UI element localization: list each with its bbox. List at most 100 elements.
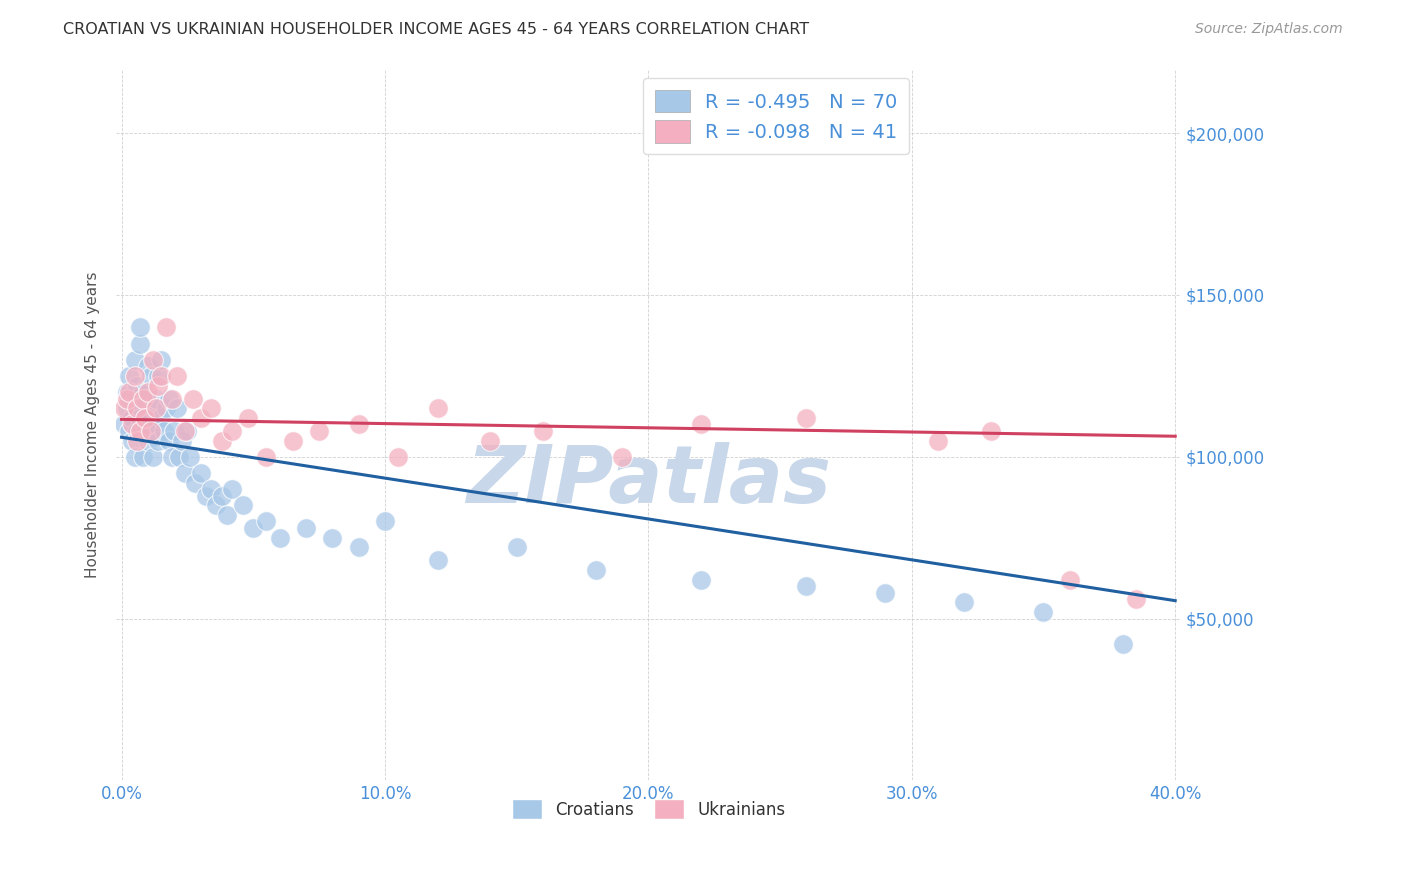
- Point: [129, 336, 152, 351]
- Point: [150, 352, 173, 367]
- Point: [124, 450, 146, 464]
- Point: [295, 521, 318, 535]
- Point: [157, 392, 180, 406]
- Point: [129, 320, 152, 334]
- Point: [269, 531, 291, 545]
- Point: [131, 450, 153, 464]
- Point: [145, 417, 167, 432]
- Point: [690, 573, 713, 587]
- Point: [374, 515, 396, 529]
- Point: [124, 392, 146, 406]
- Point: [166, 401, 188, 416]
- Point: [112, 401, 135, 416]
- Point: [115, 392, 138, 406]
- Point: [136, 359, 159, 374]
- Point: [115, 385, 138, 400]
- Point: [145, 401, 167, 416]
- Point: [254, 515, 277, 529]
- Point: [148, 368, 170, 383]
- Point: [157, 434, 180, 448]
- Point: [347, 541, 370, 555]
- Point: [236, 411, 259, 425]
- Point: [184, 475, 207, 490]
- Point: [169, 450, 191, 464]
- Point: [610, 450, 633, 464]
- Point: [1111, 637, 1133, 651]
- Y-axis label: Householder Income Ages 45 - 64 years: Householder Income Ages 45 - 64 years: [86, 271, 100, 578]
- Text: ZIPatlas: ZIPatlas: [465, 442, 831, 520]
- Point: [134, 411, 156, 425]
- Point: [796, 411, 818, 425]
- Point: [1032, 605, 1054, 619]
- Point: [136, 385, 159, 400]
- Point: [134, 392, 156, 406]
- Point: [150, 368, 173, 383]
- Point: [690, 417, 713, 432]
- Point: [129, 411, 152, 425]
- Point: [118, 392, 141, 406]
- Point: [426, 553, 449, 567]
- Point: [139, 368, 162, 383]
- Point: [124, 352, 146, 367]
- Point: [142, 401, 165, 416]
- Point: [124, 368, 146, 383]
- Point: [505, 541, 527, 555]
- Point: [127, 378, 149, 392]
- Point: [585, 563, 607, 577]
- Point: [347, 417, 370, 432]
- Text: Source: ZipAtlas.com: Source: ZipAtlas.com: [1195, 22, 1343, 37]
- Point: [121, 417, 143, 432]
- Point: [163, 424, 186, 438]
- Point: [118, 368, 141, 383]
- Point: [148, 434, 170, 448]
- Point: [127, 434, 149, 448]
- Point: [179, 450, 201, 464]
- Point: [139, 424, 162, 438]
- Point: [148, 378, 170, 392]
- Point: [121, 434, 143, 448]
- Point: [136, 434, 159, 448]
- Point: [118, 424, 141, 438]
- Point: [150, 411, 173, 425]
- Point: [232, 498, 254, 512]
- Point: [129, 424, 152, 438]
- Point: [254, 450, 277, 464]
- Point: [242, 521, 264, 535]
- Point: [980, 424, 1002, 438]
- Point: [308, 424, 330, 438]
- Point: [173, 466, 195, 480]
- Text: CROATIAN VS UKRAINIAN HOUSEHOLDER INCOME AGES 45 - 64 YEARS CORRELATION CHART: CROATIAN VS UKRAINIAN HOUSEHOLDER INCOME…: [63, 22, 810, 37]
- Point: [479, 434, 502, 448]
- Point: [1125, 592, 1147, 607]
- Point: [160, 392, 183, 406]
- Point: [953, 595, 976, 609]
- Point: [155, 401, 177, 416]
- Point: [796, 579, 818, 593]
- Point: [121, 411, 143, 425]
- Point: [127, 424, 149, 438]
- Point: [387, 450, 409, 464]
- Point: [875, 585, 897, 599]
- Point: [194, 489, 217, 503]
- Point: [134, 417, 156, 432]
- Point: [221, 424, 243, 438]
- Point: [172, 434, 194, 448]
- Point: [176, 424, 198, 438]
- Point: [211, 489, 233, 503]
- Point: [211, 434, 233, 448]
- Point: [166, 368, 188, 383]
- Point: [152, 424, 174, 438]
- Point: [281, 434, 304, 448]
- Point: [173, 424, 195, 438]
- Point: [142, 450, 165, 464]
- Point: [127, 401, 149, 416]
- Point: [127, 401, 149, 416]
- Point: [118, 385, 141, 400]
- Point: [190, 466, 212, 480]
- Point: [200, 482, 222, 496]
- Point: [131, 385, 153, 400]
- Point: [160, 450, 183, 464]
- Point: [927, 434, 949, 448]
- Point: [115, 401, 138, 416]
- Point: [221, 482, 243, 496]
